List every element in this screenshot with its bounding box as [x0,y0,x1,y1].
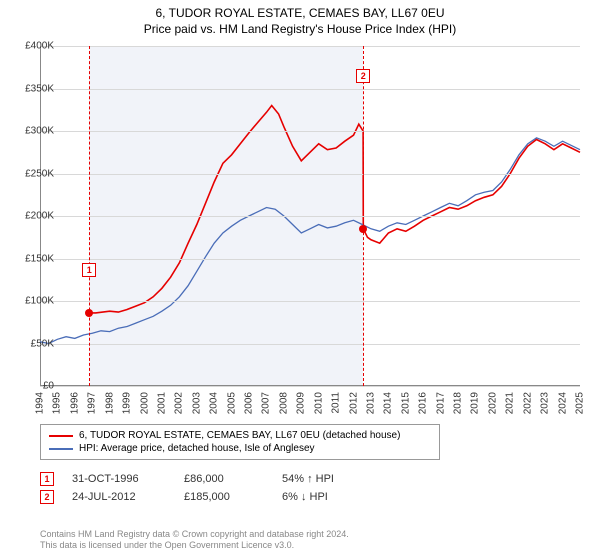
x-tick-label: 2014 [383,392,394,414]
y-tick-label: £100K [14,296,54,307]
y-tick-label: £400K [14,41,54,52]
gridline [40,216,580,217]
legend-label: 6, TUDOR ROYAL ESTATE, CEMAES BAY, LL67 … [79,430,400,441]
gridline [40,131,580,132]
x-tick-label: 1998 [104,392,115,414]
legend-item: HPI: Average price, detached house, Isle… [49,442,431,455]
datapoint-table: 1 31-OCT-1996 £86,000 54% ↑ HPI 2 24-JUL-2012… [40,470,382,506]
x-tick-label: 2021 [505,392,516,414]
gridline [40,259,580,260]
x-tick-label: 1999 [122,392,133,414]
y-tick-label: £350K [14,83,54,94]
x-tick-label: 2025 [575,392,586,414]
x-tick-label: 2022 [522,392,533,414]
datapoint-price: £185,000 [184,491,264,503]
legend-label: HPI: Average price, detached house, Isle… [79,443,315,454]
x-tick-label: 2000 [139,392,150,414]
legend-box: 6, TUDOR ROYAL ESTATE, CEMAES BAY, LL67 … [40,424,440,460]
datapoint-date: 24-JUL-2012 [72,491,166,503]
plot-area: 12 [40,46,580,386]
x-tick-label: 2016 [418,392,429,414]
x-tick-label: 2002 [174,392,185,414]
legend-swatch [49,448,73,450]
y-tick-label: £0 [14,381,54,392]
x-tick-label: 1996 [69,392,80,414]
y-tick-label: £150K [14,253,54,264]
gridline [40,386,580,387]
marker-dot [359,225,367,233]
marker-dot [85,309,93,317]
gridline [40,301,580,302]
x-tick-label: 2019 [470,392,481,414]
x-tick-label: 2018 [453,392,464,414]
x-tick-label: 2006 [244,392,255,414]
x-tick-label: 2009 [296,392,307,414]
series-line [89,106,580,313]
datapoint-diff: 6% ↓ HPI [282,491,382,503]
x-tick-label: 2003 [191,392,202,414]
x-tick-label: 2012 [348,392,359,414]
y-tick-label: £300K [14,126,54,137]
marker-line [89,46,90,386]
x-tick-label: 2007 [261,392,272,414]
x-tick-label: 2020 [487,392,498,414]
datapoint-price: £86,000 [184,473,264,485]
chart-subtitle: Price paid vs. HM Land Registry's House … [0,20,600,40]
datapoint-marker: 2 [40,490,54,504]
x-tick-label: 2023 [540,392,551,414]
datapoint-date: 31-OCT-1996 [72,473,166,485]
x-tick-label: 1994 [35,392,46,414]
gridline [40,174,580,175]
datapoint-diff: 54% ↑ HPI [282,473,382,485]
series-line [40,138,580,344]
marker-box: 1 [82,263,96,277]
legend-swatch [49,435,73,437]
marker-line [363,46,364,386]
x-tick-label: 2013 [365,392,376,414]
y-tick-label: £250K [14,168,54,179]
x-tick-label: 2011 [331,392,342,414]
legend-item: 6, TUDOR ROYAL ESTATE, CEMAES BAY, LL67 … [49,429,431,442]
x-tick-label: 1997 [87,392,98,414]
chart-title: 6, TUDOR ROYAL ESTATE, CEMAES BAY, LL67 … [0,0,600,20]
x-tick-label: 2024 [557,392,568,414]
x-tick-label: 1995 [52,392,63,414]
x-tick-label: 2015 [400,392,411,414]
datapoint-row: 2 24-JUL-2012 £185,000 6% ↓ HPI [40,488,382,506]
x-tick-label: 2001 [156,392,167,414]
x-tick-label: 2005 [226,392,237,414]
y-tick-label: £50K [14,338,54,349]
gridline [40,46,580,47]
y-tick-label: £200K [14,211,54,222]
marker-box: 2 [356,69,370,83]
datapoint-marker: 1 [40,472,54,486]
x-tick-label: 2010 [313,392,324,414]
footer-line1: Contains HM Land Registry data © Crown c… [40,529,349,541]
x-tick-label: 2017 [435,392,446,414]
gridline [40,344,580,345]
footer-attribution: Contains HM Land Registry data © Crown c… [40,529,349,552]
gridline [40,89,580,90]
x-tick-label: 2004 [209,392,220,414]
datapoint-row: 1 31-OCT-1996 £86,000 54% ↑ HPI [40,470,382,488]
footer-line2: This data is licensed under the Open Gov… [40,540,349,552]
x-tick-label: 2008 [278,392,289,414]
chart-container: 6, TUDOR ROYAL ESTATE, CEMAES BAY, LL67 … [0,0,600,560]
